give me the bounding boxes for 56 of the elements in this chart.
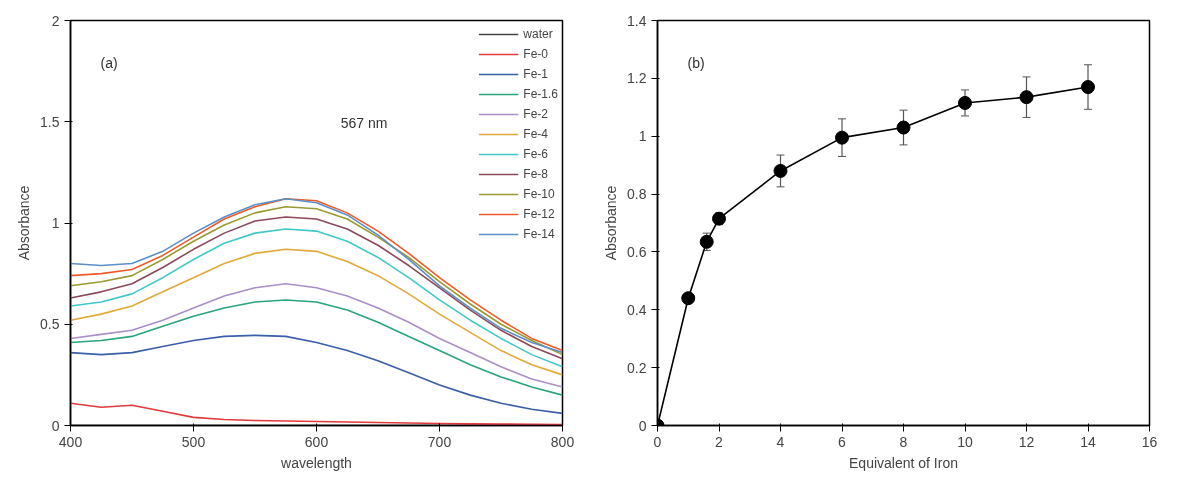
legend-label: Fe-2 xyxy=(523,107,548,121)
line-series xyxy=(70,248,563,376)
x-tick-label: 500 xyxy=(181,433,206,450)
y-axis-title: Absorbance xyxy=(16,185,33,261)
point xyxy=(773,163,788,178)
point xyxy=(1081,80,1095,95)
legend-label: Fe-12 xyxy=(523,207,555,221)
point xyxy=(681,291,696,306)
y-tick-label: 1.5 xyxy=(40,113,60,130)
annotation: (a) xyxy=(100,54,118,71)
y-tick-label: 0.2 xyxy=(627,359,647,376)
legend-label: Fe-1 xyxy=(523,67,548,81)
legend-label: Fe-4 xyxy=(523,127,548,141)
legend-label: water xyxy=(523,27,553,41)
x-tick-label: 600 xyxy=(304,433,329,450)
x-tick-label: 700 xyxy=(427,433,452,450)
x-tick-label: 14 xyxy=(1080,433,1096,450)
x-tick-label: 800 xyxy=(550,433,575,450)
x-tick-label: 400 xyxy=(58,433,83,450)
x-tick-label: 0 xyxy=(653,433,662,450)
line-series xyxy=(70,334,563,415)
y-tick-label: 1 xyxy=(638,128,647,145)
x-tick-label: 16 xyxy=(1141,433,1158,450)
x-tick-label: 2 xyxy=(715,433,724,450)
point xyxy=(1019,90,1034,105)
x-tick-label: 10 xyxy=(957,433,973,450)
y-tick-label: 0 xyxy=(638,417,647,434)
point xyxy=(835,130,849,145)
x-tick-label: 6 xyxy=(838,433,847,450)
x-tick-label: 8 xyxy=(899,433,908,450)
y-tick-label: 0.6 xyxy=(627,243,647,260)
y-tick-label: 1.2 xyxy=(627,70,647,87)
x-axis-title: wavelength xyxy=(280,454,352,471)
y-axis-title: Absorbance xyxy=(603,185,620,261)
y-tick-label: 0.8 xyxy=(627,186,647,203)
y-tick-label: 1 xyxy=(51,215,60,231)
y-tick-label: 0.4 xyxy=(627,301,647,318)
y-tick-label: 2 xyxy=(51,12,60,29)
annotation: 567 nm xyxy=(340,115,388,131)
line-series xyxy=(70,299,563,396)
x-tick-label: 12 xyxy=(1018,433,1035,450)
legend-label: Fe-10 xyxy=(523,187,555,201)
line-series xyxy=(70,282,563,388)
legend-label: Fe-1.6 xyxy=(523,87,558,101)
y-tick-label: 0.5 xyxy=(40,316,60,333)
point xyxy=(896,120,911,135)
x-tick-label: 4 xyxy=(776,433,785,450)
legend-label: Fe-6 xyxy=(523,147,548,161)
point xyxy=(958,95,972,110)
y-tick-label: 0 xyxy=(51,417,60,434)
legend-label: Fe-8 xyxy=(523,167,548,181)
legend-label: Fe-14 xyxy=(523,227,555,241)
legend-label: Fe-0 xyxy=(523,47,548,61)
annotation: (b) xyxy=(687,54,705,71)
y-tick-label: 1.4 xyxy=(627,12,647,29)
x-axis-title: Equivalent of Iron xyxy=(849,454,958,471)
